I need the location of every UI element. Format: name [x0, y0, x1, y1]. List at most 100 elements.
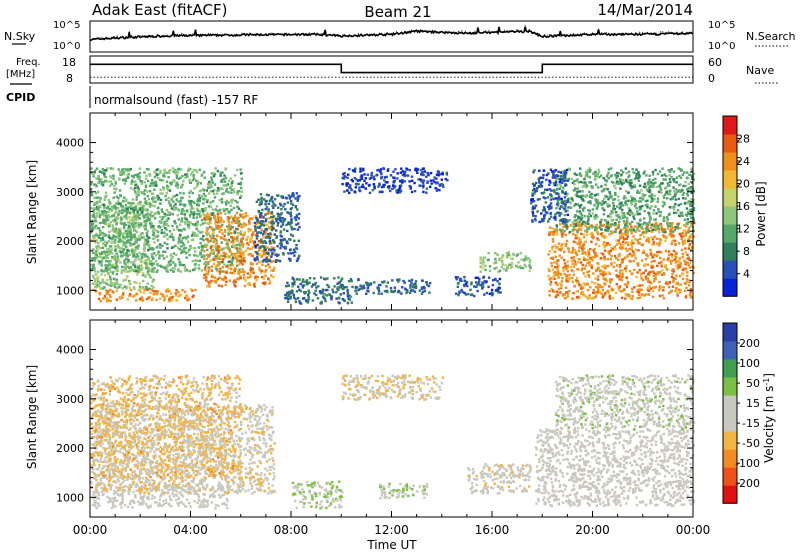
data-pixel	[150, 181, 153, 185]
data-pixel	[132, 210, 136, 214]
data-pixel	[627, 243, 630, 247]
data-pixel	[571, 280, 575, 283]
data-pixel	[679, 202, 683, 206]
data-pixel	[320, 300, 323, 303]
data-pixel	[153, 188, 156, 191]
data-pixel	[474, 276, 477, 279]
data-pixel	[209, 226, 213, 229]
data-pixel	[140, 222, 143, 225]
data-pixel	[132, 260, 136, 264]
data-pixel	[102, 212, 105, 216]
data-pixel	[621, 275, 624, 278]
data-pixel	[588, 225, 592, 228]
data-pixel	[134, 190, 137, 193]
data-pixel	[285, 197, 288, 200]
data-pixel	[569, 202, 572, 205]
data-pixel	[146, 288, 149, 291]
data-pixel	[660, 225, 663, 228]
data-pixel	[97, 181, 100, 184]
data-pixel	[575, 290, 578, 293]
data-pixel	[566, 209, 569, 212]
data-pixel	[604, 187, 607, 190]
data-pixel	[281, 238, 284, 242]
data-pixel	[631, 272, 634, 275]
data-pixel	[128, 222, 131, 225]
data-pixel	[549, 256, 553, 260]
data-pixel	[107, 283, 110, 287]
data-pixel	[601, 265, 604, 268]
data-pixel	[126, 235, 130, 238]
data-pixel	[661, 273, 664, 276]
data-pixel	[179, 199, 182, 203]
data-pixel	[104, 268, 107, 271]
data-pixel	[370, 176, 373, 180]
data-pixel	[207, 192, 211, 195]
data-pixel	[621, 260, 624, 264]
data-pixel	[295, 243, 298, 247]
data-pixel	[434, 187, 437, 190]
data-pixel	[188, 269, 192, 273]
data-pixel	[119, 283, 122, 287]
data-pixel	[610, 230, 613, 233]
data-pixel	[664, 265, 667, 268]
data-pixel	[568, 200, 571, 204]
data-pixel	[617, 223, 621, 227]
data-pixel	[690, 212, 693, 215]
data-pixel	[635, 207, 638, 210]
data-pixel	[484, 268, 487, 272]
nsky-series-line	[89, 26, 694, 42]
data-pixel	[676, 227, 680, 230]
data-pixel	[215, 242, 219, 245]
data-pixel	[227, 248, 230, 251]
data-pixel	[656, 273, 660, 276]
data-pixel	[554, 255, 557, 258]
data-pixel	[121, 208, 124, 211]
data-pixel	[90, 267, 93, 271]
data-pixel	[574, 241, 577, 244]
data-pixel	[135, 245, 138, 249]
data-pixel	[188, 191, 191, 194]
data-pixel	[100, 178, 103, 181]
data-pixel	[684, 296, 688, 299]
data-pixel	[182, 210, 186, 213]
data-pixel	[188, 298, 191, 301]
data-pixel	[237, 259, 240, 262]
data-pixel	[163, 267, 167, 270]
data-pixel	[171, 213, 174, 216]
data-pixel	[113, 241, 116, 244]
data-pixel	[103, 214, 106, 217]
data-pixel	[98, 205, 102, 208]
data-pixel	[277, 253, 280, 256]
data-pixel	[153, 175, 157, 179]
data-pixel	[481, 282, 485, 286]
data-pixel	[583, 235, 586, 239]
data-pixel	[221, 258, 224, 261]
data-pixel	[180, 209, 184, 213]
data-pixel	[240, 238, 243, 241]
data-pixel	[214, 167, 217, 170]
data-pixel	[256, 275, 260, 279]
data-pixel	[603, 255, 606, 258]
data-pixel	[264, 213, 267, 216]
data-pixel	[108, 294, 112, 297]
data-pixel	[152, 252, 156, 255]
data-pixel	[265, 218, 268, 221]
data-pixel	[289, 212, 292, 216]
data-pixel	[114, 248, 117, 251]
data-pixel	[281, 195, 284, 198]
data-pixel	[588, 167, 591, 170]
data-pixel	[493, 267, 496, 270]
data-pixel	[179, 223, 182, 226]
data-pixel	[227, 220, 231, 224]
data-pixel	[148, 218, 151, 221]
data-pixel	[409, 289, 413, 292]
data-pixel	[607, 226, 611, 229]
data-pixel	[346, 302, 350, 305]
data-pixel	[144, 275, 147, 278]
data-pixel	[624, 283, 627, 286]
data-pixel	[176, 214, 179, 217]
data-pixel	[140, 224, 143, 227]
data-pixel	[577, 181, 580, 184]
data-pixel	[92, 251, 95, 255]
data-pixel	[143, 193, 146, 196]
